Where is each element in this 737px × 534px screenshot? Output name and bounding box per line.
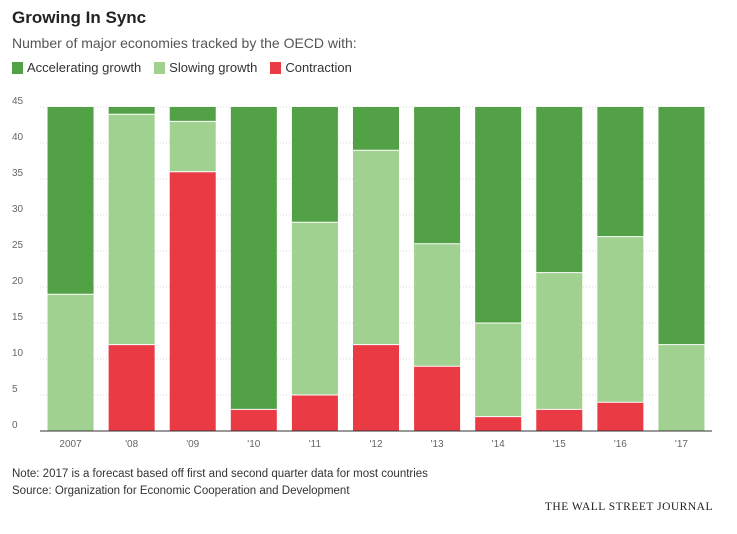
y-tick-label-10: 10	[12, 348, 24, 359]
bar-contraction-3	[230, 409, 277, 431]
y-tick-label-20: 20	[12, 276, 24, 287]
bar-slowing-growth-1	[108, 114, 155, 345]
y-tick-label-30: 30	[12, 204, 24, 215]
y-tick-label-25: 25	[12, 240, 24, 251]
chart-title: Growing In Sync	[12, 8, 147, 27]
bar-slowing-growth-5	[353, 150, 399, 345]
x-tick-label-1: '08	[125, 439, 138, 450]
bar-accelerating-growth-2	[169, 107, 216, 122]
x-tick-label-8: '15	[553, 439, 566, 450]
bar-slowing-growth-10	[658, 344, 705, 431]
bar-slowing-growth-4	[291, 222, 338, 395]
bar-contraction-1	[108, 344, 155, 431]
y-tick-label-15: 15	[12, 312, 24, 323]
bar-accelerating-growth-9	[597, 107, 644, 237]
y-tick-label-5: 5	[12, 384, 18, 395]
bar-accelerating-growth-4	[291, 107, 338, 223]
x-tick-label-9: '16	[614, 439, 627, 450]
x-tick-label-0: 2007	[59, 439, 82, 450]
legend-item-contraction: Contraction	[270, 60, 352, 75]
legend-swatch-slowing	[154, 61, 166, 74]
bar-accelerating-growth-8	[536, 107, 583, 273]
bar-contraction-4	[291, 395, 338, 431]
stacked-bar-chart: 0 5 10 15 20 25 30 35 40 45 2007 '08 '09 '10 '11 '12 '13…	[12, 96, 712, 450]
bar-contraction-7	[475, 416, 522, 431]
x-tick-label-5: '12	[369, 439, 382, 450]
bar-accelerating-growth-10	[658, 107, 705, 345]
y-tick-label-35: 35	[12, 168, 24, 179]
legend-item-accelerating: Accelerating growth	[12, 60, 141, 75]
bar-accelerating-growth-5	[353, 107, 399, 151]
bar-contraction-5	[353, 344, 399, 431]
legend-item-slowing: Slowing growth	[154, 60, 257, 75]
bar-slowing-growth-8	[536, 272, 583, 410]
bar-accelerating-growth-0	[47, 107, 94, 295]
bar-accelerating-growth-7	[475, 107, 522, 323]
bar-slowing-growth-2	[169, 121, 216, 172]
legend-label-slowing: Slowing growth	[169, 60, 258, 75]
x-tick-label-10: '17	[675, 439, 688, 450]
y-tick-label-45: 45	[12, 96, 24, 107]
x-tick-label-2: '09	[186, 439, 199, 450]
bar-slowing-growth-7	[475, 323, 522, 417]
chart-subtitle: Number of major economies tracked by the…	[12, 35, 357, 51]
y-tick-label-0: 0	[12, 420, 18, 431]
bar-contraction-9	[597, 402, 644, 431]
x-tick-label-3: '10	[247, 439, 260, 450]
x-tick-label-7: '14	[492, 439, 505, 450]
x-tick-label-4: '11	[309, 439, 322, 450]
bar-contraction-6	[414, 366, 461, 431]
chart-note: Note: 2017 is a forecast based off first…	[12, 468, 428, 480]
publisher-credit: THE WALL STREET JOURNAL	[544, 501, 713, 513]
bar-slowing-growth-0	[47, 294, 94, 431]
legend-label-accelerating: Accelerating growth	[27, 60, 142, 75]
bar-contraction-8	[536, 409, 583, 431]
chart-source: Source: Organization for Economic Cooper…	[12, 485, 350, 497]
bar-slowing-growth-9	[597, 236, 644, 403]
y-tick-label-40: 40	[12, 132, 24, 143]
legend-swatch-contraction	[270, 61, 282, 74]
bar-accelerating-growth-6	[414, 107, 461, 244]
bar-slowing-growth-6	[414, 243, 461, 367]
bar-accelerating-growth-3	[230, 107, 277, 410]
legend-swatch-accelerating	[12, 61, 23, 74]
legend: Accelerating growth Slowing growth Contr…	[12, 60, 365, 75]
bar-contraction-2	[169, 171, 216, 432]
bar-accelerating-growth-1	[108, 107, 155, 115]
x-tick-label-6: '13	[431, 439, 444, 450]
legend-label-contraction: Contraction	[285, 60, 352, 75]
